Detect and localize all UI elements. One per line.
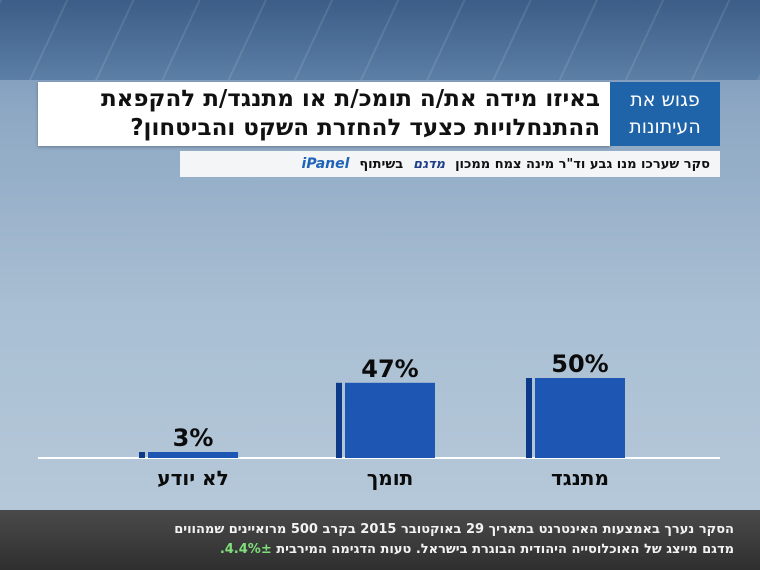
footnote-line-2: מדגם מייצג של האוכלוסייה היהודית הבוגרת …	[0, 540, 734, 560]
bar-2-edge	[336, 382, 342, 458]
program-logo: פגוש את העיתונות	[610, 82, 720, 146]
value-label-3: 3%	[173, 424, 214, 452]
poll-question-box: באיזו מידה את/ה תומכ/ת או מתנגד/ת להקפאת…	[38, 82, 610, 146]
bar-1-edge	[526, 378, 532, 458]
bar-2	[345, 382, 435, 458]
category-label-1: מתנגד	[551, 466, 609, 490]
methodology-footnote: הסקר נערך באמצעות האינטרנט בתאריך 29 באו…	[0, 510, 760, 570]
ipanel-logo: iPanel	[301, 156, 350, 172]
collaboration-text: בשיתוף	[359, 156, 404, 172]
category-label-3: לא יודע	[157, 466, 228, 490]
poll-question-line-1: באיזו מידה את/ה תומכ/ת או מתנגד/ת להקפאת	[100, 86, 600, 112]
survey-credit-text: סקר שערכו מנו גבע וד"ר מינה צמח ממכון	[455, 156, 710, 172]
bar-1	[535, 378, 625, 458]
footnote-line-2-text: מדגם מייצג של האוכלוסייה היהודית הבוגרת …	[271, 542, 734, 557]
value-label-2: 47%	[361, 355, 418, 383]
bar-3	[148, 452, 238, 458]
program-logo-line-1: פגוש את	[630, 89, 700, 111]
bar-3-edge	[139, 452, 145, 458]
value-label-1: 50%	[551, 350, 608, 378]
top-band	[0, 0, 760, 80]
margin-of-error-value: 4.4%±.	[219, 542, 272, 557]
survey-credit-bar: סקר שערכו מנו גבע וד"ר מינה צמח ממכון מד…	[180, 151, 720, 177]
footnote-line-1: הסקר נערך באמצעות האינטרנט בתאריך 29 באו…	[174, 522, 734, 537]
category-label-2: תומך	[367, 466, 414, 490]
bar-chart: 50% מתנגד 47% תומך 3% לא יודע	[0, 180, 760, 510]
program-logo-line-2: העיתונות	[629, 116, 701, 138]
bar-chart-svg: 50% מתנגד 47% תומך 3% לא יודע	[38, 350, 720, 490]
poll-question-line-2: ההתנחלויות כצעד להחזרת השקט והביטחון?	[130, 115, 600, 141]
madgam-logo: מדגם	[413, 156, 446, 172]
